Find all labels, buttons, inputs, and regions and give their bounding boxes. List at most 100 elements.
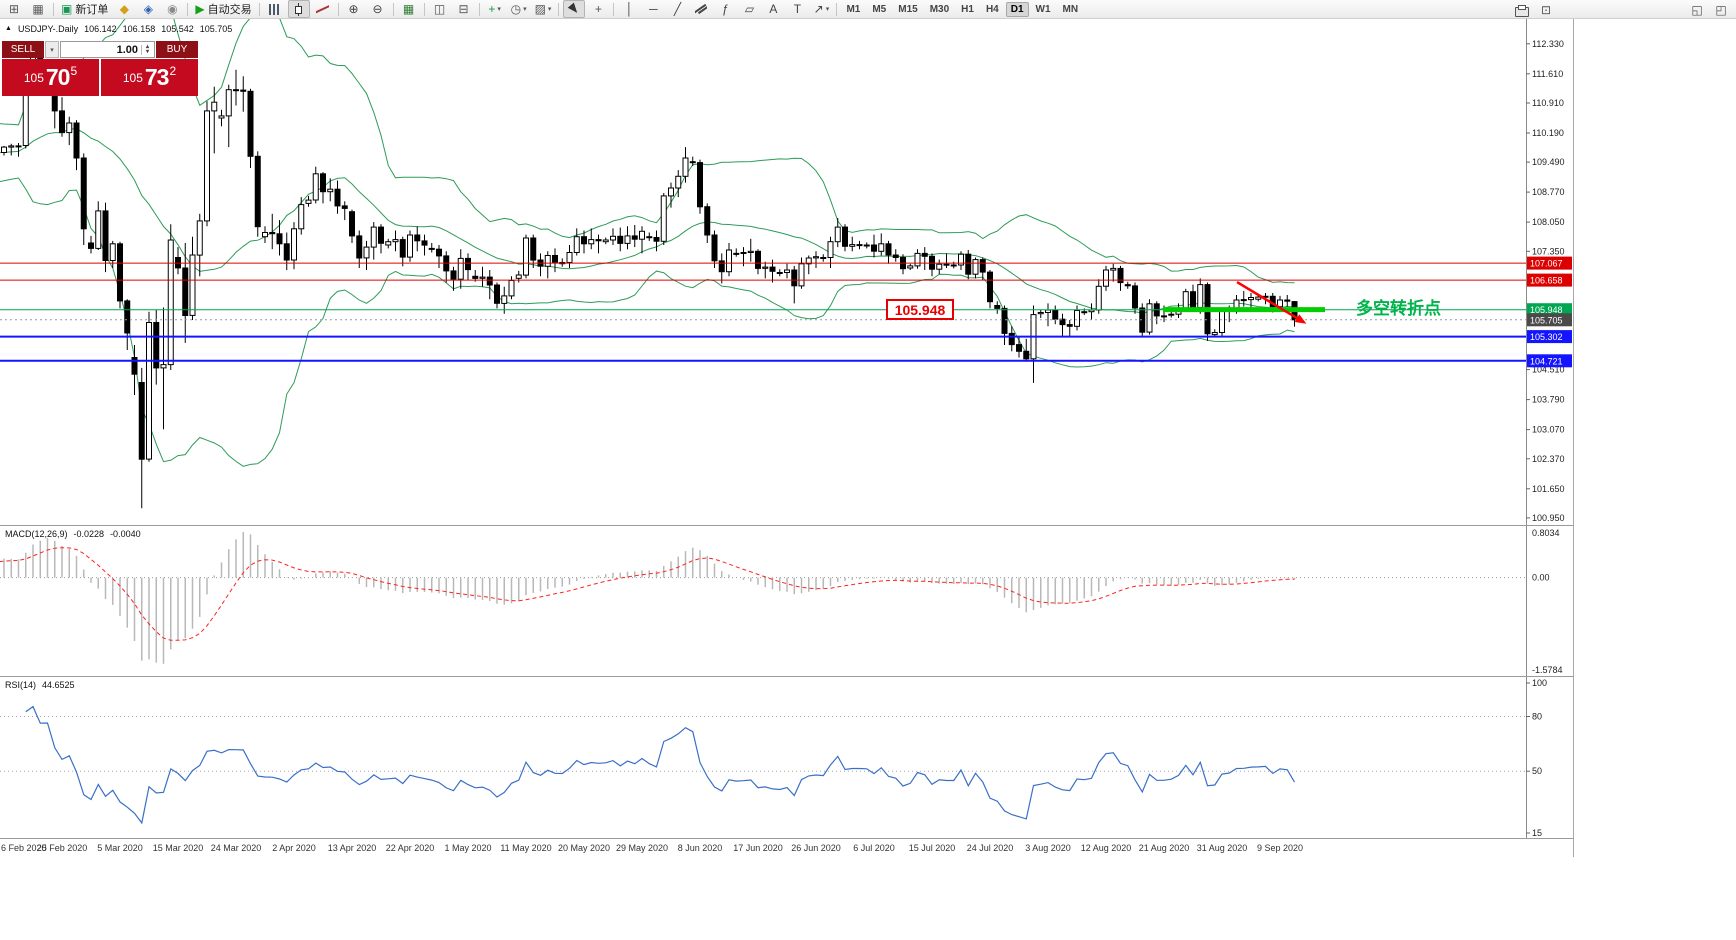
- rsi-label: RSI(14) 44.6525: [5, 680, 75, 690]
- volume-input[interactable]: 1.00 ▴ ▾: [60, 41, 155, 58]
- print-preview-button[interactable]: ⊡: [1535, 1, 1557, 19]
- text-label-button[interactable]: T: [786, 0, 808, 18]
- channel-icon: [695, 3, 707, 15]
- line-chart-button[interactable]: [312, 0, 334, 18]
- time-axis-label: 9 Sep 2020: [1256, 843, 1304, 853]
- tile-windows-button[interactable]: ▦: [398, 0, 420, 18]
- new-chart-button[interactable]: ⊞: [3, 0, 25, 18]
- svg-text:100: 100: [1532, 678, 1547, 688]
- timeframe-button-M5[interactable]: M5: [872, 3, 887, 15]
- zoom-in-button[interactable]: ⊕: [343, 0, 365, 18]
- timeframe-button-H1[interactable]: H1: [961, 3, 974, 15]
- timeframe-button-M30[interactable]: M30: [929, 3, 950, 15]
- fibonacci-icon: ƒ: [722, 2, 729, 16]
- autotrading-button-label: 自动交易: [207, 4, 252, 16]
- new-window-button[interactable]: ◱: [1686, 1, 1708, 19]
- templates-button[interactable]: ▨ ▾: [532, 0, 555, 18]
- order-type-dropdown[interactable]: ▾: [45, 41, 59, 58]
- toolbar-separator: [53, 2, 54, 16]
- time-axis-label: 3 Aug 2020: [1025, 843, 1071, 853]
- annotation-text[interactable]: 多空转折点: [1356, 299, 1441, 318]
- time-axis-label: 1 May 2020: [444, 843, 492, 853]
- ohlc-close: 105.705: [199, 24, 233, 34]
- indicators-button[interactable]: + ▾: [484, 0, 506, 18]
- timeframe-button-M1[interactable]: M1: [846, 3, 861, 15]
- toolbar-separator: [392, 2, 394, 16]
- autotrading-button[interactable]: ▶ 自动交易: [192, 0, 254, 18]
- price-callout-box[interactable]: 105.948: [886, 299, 954, 320]
- mailbox-button[interactable]: ◈: [137, 0, 159, 18]
- profiles-button[interactable]: ▦: [27, 0, 49, 18]
- ohlc-high: 106.158: [122, 24, 156, 34]
- alerts-button[interactable]: ◆: [113, 0, 135, 18]
- time-axis-label: 15 Jul 2020: [908, 843, 956, 853]
- trendline-button[interactable]: ╱: [666, 0, 688, 18]
- time-axis-label: 29 May 2020: [615, 843, 669, 853]
- vertical-line-icon: │: [625, 2, 634, 16]
- timeframe-button-MN[interactable]: MN: [1062, 3, 1079, 15]
- svg-text:105.705: 105.705: [1530, 315, 1563, 325]
- timeframe-button-M15[interactable]: M15: [898, 3, 918, 15]
- zoom-out-button[interactable]: ⊖: [367, 0, 389, 18]
- sell-button[interactable]: SELL: [2, 41, 44, 58]
- trendline-icon: ╱: [673, 2, 682, 16]
- toolbar-separator: [613, 2, 615, 16]
- svg-text:107.067: 107.067: [1530, 259, 1563, 269]
- crosshair-button[interactable]: +: [587, 0, 609, 18]
- channel-button[interactable]: [690, 0, 712, 18]
- buy-button[interactable]: BUY: [156, 41, 198, 58]
- tile-windows-icon: ▦: [402, 2, 415, 16]
- fibonacci-button[interactable]: ƒ: [714, 0, 736, 18]
- candlestick-chart-button[interactable]: [287, 0, 310, 18]
- arrows-button[interactable]: ↗ ▾: [810, 0, 832, 18]
- text-button[interactable]: A: [762, 0, 784, 18]
- cursor-button[interactable]: [563, 0, 586, 18]
- time-axis-label: 11 May 2020: [500, 843, 552, 853]
- candlestick-chart-icon: [294, 2, 303, 16]
- shapes-button[interactable]: ▱: [738, 0, 760, 18]
- chart-shift-button[interactable]: ⊟: [453, 0, 475, 18]
- print-button[interactable]: [1511, 1, 1533, 19]
- horizontal-line-button[interactable]: ─: [642, 0, 664, 18]
- zoom-out-icon: ⊖: [372, 2, 383, 16]
- toolbar-main-group: ⊞ ▦ ▣ 新订单 ◆ ◈ ◉ ▶ 自动交易 ⊕ ⊖ ▦ ◫ ⊟ + ▾ ◷ ▾ ▨ ▾ + │ ─ ╱ ƒ ▱ A T ↗ ▾ M1 M5 M…: [2, 0, 1084, 18]
- macd-panel-splitter[interactable]: [0, 525, 1573, 526]
- rsi-panel-splitter[interactable]: [0, 676, 1573, 677]
- bollinger-bands: [0, 18, 1295, 467]
- svg-text:15: 15: [1532, 828, 1542, 838]
- vertical-line-button[interactable]: │: [618, 0, 640, 18]
- svg-text:110.190: 110.190: [1532, 128, 1564, 138]
- macd-panel[interactable]: 0.8034 0.00 -1.5784: [0, 526, 1573, 676]
- spinner-up-icon[interactable]: ▴: [145, 43, 149, 50]
- new-order-button[interactable]: ▣ 新订单: [58, 0, 111, 18]
- buy-price-button[interactable]: 105 73 2: [101, 59, 198, 96]
- svg-text:100.950: 100.950: [1532, 513, 1565, 523]
- toolbar-separator: [423, 2, 425, 16]
- buy-price-prefix: 105: [122, 70, 143, 85]
- svg-text:112.330: 112.330: [1532, 39, 1564, 49]
- periods-button[interactable]: ◷ ▾: [508, 0, 530, 18]
- svg-text:110.910: 110.910: [1532, 98, 1564, 108]
- timeframe-button-W1[interactable]: W1: [1035, 3, 1051, 15]
- scripts-button[interactable]: ◉: [161, 0, 183, 18]
- timeframe-button-D1[interactable]: D1: [1005, 1, 1029, 17]
- svg-text:107.350: 107.350: [1532, 246, 1565, 256]
- bar-chart-button[interactable]: [264, 0, 286, 18]
- timeframe-button-H4[interactable]: H4: [985, 3, 999, 15]
- buy-price-pip: 2: [169, 64, 177, 78]
- help-button[interactable]: ◰: [1710, 1, 1732, 19]
- time-axis[interactable]: 6 Feb 2020 25 Feb 2020 5 Mar 2020 15 Mar 20…: [0, 838, 1573, 857]
- rsi-value: 44.6525: [42, 680, 75, 690]
- volume-spinner[interactable]: ▴ ▾: [141, 43, 153, 55]
- time-axis-label: 22 Apr 2020: [385, 843, 435, 853]
- spinner-down-icon[interactable]: ▾: [145, 48, 149, 55]
- chart-shift-icon: ⊟: [458, 2, 469, 16]
- main-chart-panel[interactable]: 112.330 111.610 110.910 110.190 109.490 108.7…: [0, 18, 1573, 525]
- buy-price-big: 73: [144, 64, 170, 90]
- rsi-panel[interactable]: 100 80 50 15: [0, 677, 1573, 838]
- sell-price-big: 70: [45, 64, 71, 90]
- sell-price-button[interactable]: 105 70 5: [2, 59, 99, 96]
- indicator-window-button[interactable]: ◫: [429, 0, 451, 18]
- profiles-icon: ▦: [32, 2, 44, 16]
